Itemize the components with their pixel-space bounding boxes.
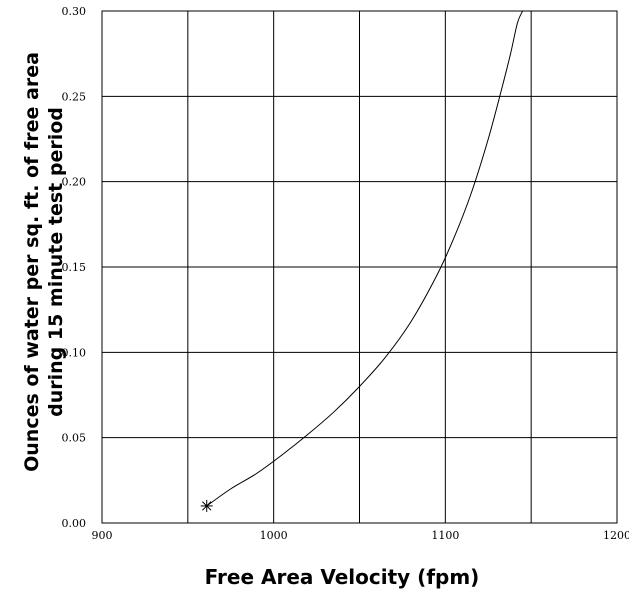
marker-group [200, 499, 213, 512]
marker-stroke [202, 501, 212, 511]
x-tick-label: 1200 [603, 529, 629, 542]
series-line [206, 10, 524, 507]
y-tick-label: 0.15 [62, 261, 87, 274]
x-tick-labels: 900 1000 1100 1200 [92, 529, 629, 542]
series-group [206, 10, 524, 507]
x-tick-label: 1100 [431, 529, 459, 542]
y-tick-label: 0.10 [62, 346, 87, 359]
y-tick-label: 0.30 [62, 5, 87, 18]
grid [102, 11, 617, 523]
x-tick-label: 900 [92, 529, 113, 542]
data-point-marker [200, 499, 213, 512]
plot-frame [101, 10, 618, 524]
y-axis-title-line-2: during 15 minute test period [45, 107, 67, 417]
y-tick-label: 0.25 [62, 90, 87, 103]
y-tick-labels: 0.00 0.05 0.10 0.15 0.20 0.25 0.30 [62, 5, 87, 530]
y-tick-label: 0.20 [62, 176, 87, 189]
y-tick-label: 0.00 [62, 517, 87, 530]
x-tick-label: 1000 [260, 529, 288, 542]
y-tick-label: 0.05 [62, 432, 87, 445]
x-axis-title: Free Area Velocity (fpm) [205, 565, 480, 589]
y-axis-title-line-1: Ounces of water per sq. ft. of free area [21, 52, 43, 472]
y-axis-title: Ounces of water per sq. ft. of free area… [21, 52, 67, 472]
